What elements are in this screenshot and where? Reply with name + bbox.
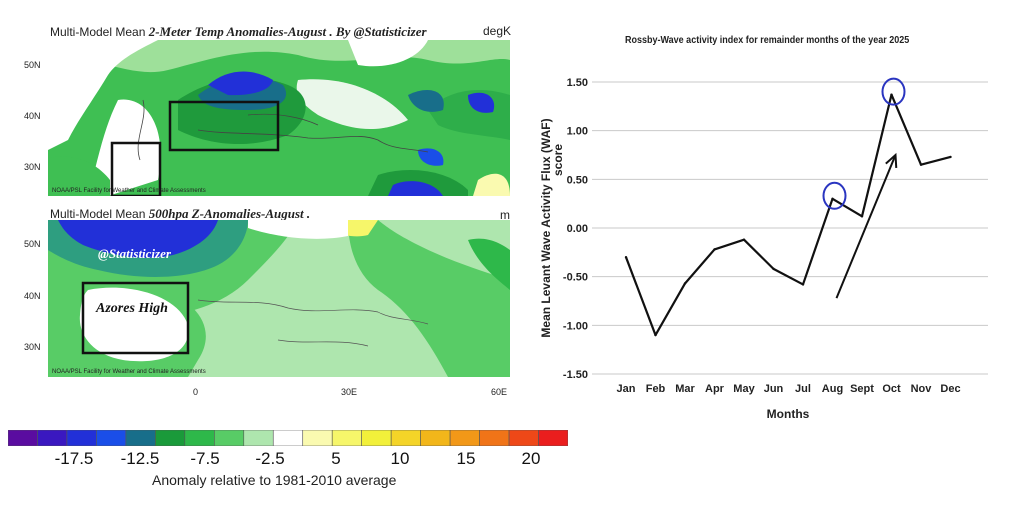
azores-high-label: Azores High <box>96 301 168 316</box>
colorbar-swatch <box>214 430 245 446</box>
colorbar-swatch <box>302 430 333 446</box>
highlight-ellipse <box>881 77 906 106</box>
bottom-lat-40: 40N <box>24 291 41 301</box>
colorbar-swatch <box>66 430 97 446</box>
x-tick-label: Jan <box>617 383 636 395</box>
chart-title: Rossby-Wave activity index for remainder… <box>625 35 910 46</box>
colorbar-caption: Anomaly relative to 1981-2010 average <box>152 472 397 488</box>
colorbar-label-2: -7.5 <box>190 449 220 468</box>
data-point <box>801 283 805 286</box>
colorbar-label-6: 15 <box>456 449 476 468</box>
highlight-ellipse <box>822 181 847 210</box>
data-point <box>831 197 834 200</box>
top-map-credit: NOAA/PSL Facility for Weather and Climat… <box>52 188 206 194</box>
data-point <box>860 215 864 218</box>
lon-label-60e: 60E <box>491 387 508 397</box>
y-axis-title-score: score <box>551 144 565 176</box>
x-tick-label: Dec <box>940 383 960 395</box>
x-tick-label: Feb <box>646 383 666 395</box>
colorbar-swatch <box>361 430 392 446</box>
bottom-lat-50: 50N <box>24 239 41 249</box>
colorbar-swatch <box>331 430 362 446</box>
bottom-map-title-italic: 500hpa Z-Anomalies-August . <box>148 206 311 221</box>
colorbar-swatch <box>390 430 421 446</box>
x-tick-label: Oct <box>882 383 901 395</box>
lon-label-30e: 30E <box>341 387 358 397</box>
x-tick-label: Apr <box>705 383 725 395</box>
colorbar-swatch <box>420 430 451 446</box>
colorbar-swatch <box>8 430 38 446</box>
y-tick-label: -0.50 <box>563 272 588 284</box>
data-point <box>772 267 775 271</box>
colorbar-swatch <box>272 430 304 446</box>
data-point <box>949 155 952 159</box>
data-point <box>890 93 893 96</box>
colorbar <box>8 430 568 446</box>
top-map-title-italic: 2-Meter Temp Anomalies-August . By @Stat… <box>148 24 427 39</box>
x-tick-label: Mar <box>675 383 695 395</box>
colorbar-swatch <box>155 430 186 446</box>
colorbar-label-3: -2.5 <box>255 449 285 468</box>
trend-arrow-shaft <box>835 154 897 299</box>
y-tick-label: -1.50 <box>563 369 588 381</box>
top-lat-30: 30N <box>24 162 41 172</box>
y-tick-label: 0.00 <box>567 223 588 235</box>
data-point <box>624 256 628 259</box>
top-map-title: Multi-Model Mean 2-Meter Temp Anomalies-… <box>50 24 427 40</box>
top-map <box>48 40 510 196</box>
data-point <box>919 163 923 166</box>
colorbar-swatch <box>184 430 215 446</box>
bottom-map-credit: NOAA/PSL Facility for Weather and Climat… <box>52 369 206 375</box>
colorbar-label-4: 5 <box>331 449 341 468</box>
bottom-map-unit: m <box>500 208 510 222</box>
colorbar-label-0: -17.5 <box>54 449 94 468</box>
top-map-title-prefix: Multi-Model Mean <box>50 25 146 39</box>
colorbar-swatch <box>449 430 480 446</box>
colorbar-label-1: -12.5 <box>120 449 160 468</box>
colorbar-label-7: 20 <box>521 449 541 468</box>
colorbar-swatch <box>96 430 127 446</box>
bottom-map-watermark: @Statisticizer <box>98 246 171 261</box>
colorbar-label-5: 10 <box>390 449 410 468</box>
series-line <box>624 93 951 337</box>
y-tick-label: -1.00 <box>563 320 588 332</box>
trend-arrow-head <box>885 152 898 169</box>
colorbar-swatch <box>479 430 510 446</box>
data-point <box>713 248 716 251</box>
bottom-map-title-prefix: Multi-Model Mean <box>50 207 146 221</box>
y-tick-label: 1.00 <box>567 126 588 138</box>
data-point <box>742 238 746 241</box>
colorbar-swatch <box>125 430 156 446</box>
y-axis-title: Mean Levant Wave Activity Flux (WAF) <box>539 118 553 337</box>
y-tick-label: 0.50 <box>567 174 588 186</box>
top-lat-50: 50N <box>24 60 41 70</box>
x-tick-label: Jun <box>764 383 784 395</box>
data-point <box>683 282 687 285</box>
colorbar-swatch <box>37 430 68 446</box>
lon-label-0: 0 <box>193 387 199 397</box>
line-chart: 1.50 1.00 0.50 0.00 -0.50 -1.00 -1.50 Jan Feb Mar… <box>539 77 988 421</box>
x-tick-label: Sept <box>850 383 874 395</box>
x-tick-label: Jul <box>795 383 811 395</box>
bottom-map-title: Multi-Model Mean 500hpa Z-Anomalies-Augu… <box>50 206 310 222</box>
x-tick-label: Nov <box>911 383 933 395</box>
top-map-unit: degK <box>483 24 512 38</box>
colorbar-swatch <box>243 430 274 446</box>
data-point <box>654 333 657 337</box>
x-tick-label: May <box>733 383 755 395</box>
top-lat-40: 40N <box>24 111 41 121</box>
y-tick-label: 1.50 <box>567 77 588 89</box>
x-axis-title: Months <box>767 407 810 421</box>
bottom-lat-30: 30N <box>24 342 41 352</box>
x-tick-label: Aug <box>822 383 843 395</box>
bottom-map <box>48 220 510 377</box>
